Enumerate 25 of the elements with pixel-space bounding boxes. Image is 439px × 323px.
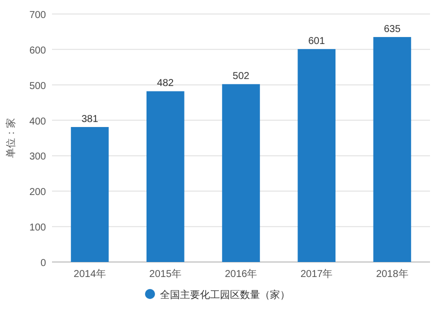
y-tick-label: 100 bbox=[29, 222, 46, 234]
y-tick-label: 300 bbox=[29, 152, 46, 163]
y-tick-label: 700 bbox=[29, 10, 46, 21]
data-label: 601 bbox=[308, 36, 326, 48]
y-tick-label: 400 bbox=[29, 116, 46, 128]
bar bbox=[373, 37, 412, 262]
y-tick-label: 200 bbox=[29, 187, 46, 198]
bar bbox=[70, 127, 109, 262]
y-tick-label: 600 bbox=[29, 45, 46, 56]
data-label: 482 bbox=[157, 78, 174, 90]
x-tick-label: 2014年 bbox=[74, 268, 106, 280]
data-label: 381 bbox=[81, 114, 99, 126]
bar bbox=[146, 91, 184, 262]
y-tick-label: 0 bbox=[40, 258, 46, 269]
legend-label: 全国主要化工园区数量（家） bbox=[160, 289, 290, 301]
data-label: 502 bbox=[232, 71, 250, 82]
y-axis-title: 单位：家 bbox=[5, 118, 17, 158]
bar bbox=[298, 49, 336, 262]
bar bbox=[222, 84, 260, 262]
x-tick-label: 2015年 bbox=[149, 268, 182, 280]
x-tick-label: 2016年 bbox=[224, 268, 258, 280]
x-tick-label: 2017年 bbox=[300, 268, 333, 280]
data-label: 635 bbox=[384, 24, 401, 36]
y-tick-label: 500 bbox=[29, 80, 46, 92]
x-tick-label: 2018年 bbox=[376, 268, 408, 280]
